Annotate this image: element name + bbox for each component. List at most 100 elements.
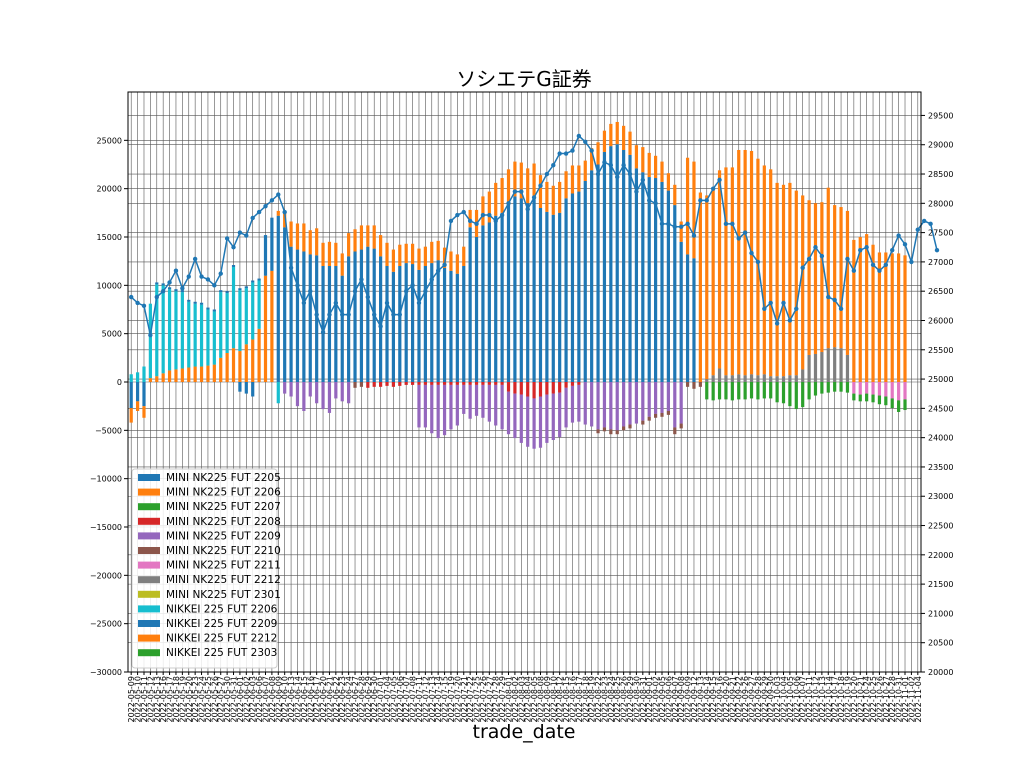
bar-segment <box>583 160 587 181</box>
bar-segment <box>180 368 184 382</box>
bar-segment <box>724 375 728 382</box>
bar-segment <box>577 382 581 385</box>
bar-segment <box>711 375 715 382</box>
bar-segment <box>487 384 491 422</box>
y-tick-label: −30000 <box>90 668 122 677</box>
bar-segment <box>570 385 575 423</box>
x-tick-label: 2022-11-04 <box>914 676 923 723</box>
bar-segment <box>871 382 875 395</box>
x-tick-label: 2022-10-07 <box>799 676 808 723</box>
bar-segment <box>820 202 824 353</box>
x-tick-label: 2022-07-15 <box>441 676 450 723</box>
price-point <box>589 148 594 153</box>
bar-segment <box>193 303 197 367</box>
bar-segment <box>410 264 415 382</box>
legend-swatch <box>138 649 160 657</box>
price-point <box>704 198 709 203</box>
x-tick-label: 2022-08-15 <box>562 676 571 723</box>
bar-segment <box>257 278 261 281</box>
bar-segment <box>513 382 517 394</box>
x-tick-label: 2022-06-07 <box>262 676 271 723</box>
bar-segment <box>187 299 191 302</box>
bar-segment <box>551 214 555 382</box>
bar-segment <box>685 254 690 382</box>
bar-segment <box>551 185 555 215</box>
x-tick-label: 2022-05-10 <box>134 676 143 723</box>
legend-swatch <box>138 590 160 598</box>
x-tick-label: 2022-05-17 <box>166 676 175 723</box>
bar-segment <box>519 394 523 443</box>
price-point <box>544 171 550 177</box>
x-tick-label: 2022-06-27 <box>351 676 360 723</box>
bar-segment <box>737 150 741 375</box>
y2-tick-label: 23500 <box>928 463 953 472</box>
bar-segment <box>622 426 626 431</box>
bar-segment <box>308 230 312 255</box>
price-point <box>538 183 543 188</box>
y2-tick-label: 25500 <box>928 346 953 355</box>
price-point <box>250 215 255 221</box>
bar-segment <box>385 382 389 386</box>
bar-segment <box>820 382 824 394</box>
price-point <box>135 300 140 306</box>
bar-segment <box>590 170 594 382</box>
bar-segment <box>845 210 850 355</box>
price-point <box>340 312 345 317</box>
y2-tick-label: 27500 <box>928 229 953 238</box>
price-point <box>666 221 671 227</box>
bar-segment <box>244 286 248 289</box>
legend-label: MINI NK225 FUT 2205 <box>166 472 281 484</box>
bar-segment <box>519 198 523 382</box>
x-tick-label: 2022-06-23 <box>338 676 347 723</box>
x-tick-label: 2022-09-29 <box>760 676 769 723</box>
bar-segment <box>353 382 357 388</box>
price-point <box>691 233 697 238</box>
x-tick-label: 2022-07-29 <box>498 676 507 723</box>
price-point <box>320 330 326 335</box>
bar-segment <box>666 190 670 382</box>
bar-segment <box>289 246 293 382</box>
bar-segment <box>730 375 734 382</box>
y-tick-label: 25000 <box>97 136 122 145</box>
bar-segment <box>794 382 798 410</box>
x-tick-label: 2022-06-15 <box>300 676 309 723</box>
bar-segment <box>423 382 427 385</box>
bar-segment <box>813 353 818 382</box>
bar-segment <box>564 171 568 199</box>
bar-segment <box>135 382 140 402</box>
legend-swatch <box>138 605 160 613</box>
bar-segment <box>417 384 421 428</box>
y2-tick-label: 29000 <box>928 141 953 150</box>
bar-segment <box>679 221 683 242</box>
bar-segment <box>494 182 498 216</box>
bar-segment <box>826 187 830 349</box>
price-point <box>922 218 927 224</box>
bar-segment <box>506 391 511 435</box>
bar-segment <box>705 379 709 382</box>
bar-segment <box>417 269 421 382</box>
x-tick-label: 2022-07-05 <box>389 676 398 723</box>
price-point <box>512 189 518 194</box>
bar-segment <box>442 382 447 385</box>
price-point <box>186 274 191 279</box>
x-tick-label: 2022-06-17 <box>313 676 322 723</box>
price-point <box>608 163 614 168</box>
x-tick-label: 2022-05-12 <box>146 676 155 723</box>
legend-label: MINI NK225 FUT 2209 <box>166 530 281 542</box>
bar-segment <box>769 376 773 382</box>
price-point <box>851 268 857 273</box>
bar-segment <box>762 165 766 375</box>
bar-segment <box>283 227 287 382</box>
bar-segment <box>833 205 837 348</box>
x-tick-label: 2022-07-04 <box>383 676 392 723</box>
bar-segment <box>347 233 351 257</box>
bar-segment <box>532 199 536 382</box>
bar-segment <box>679 423 683 429</box>
x-tick-label: 2022-10-26 <box>875 676 884 723</box>
bar-segment <box>180 290 184 293</box>
legend-swatch <box>138 634 160 642</box>
bar-segment <box>455 382 459 385</box>
bar-segment <box>666 173 670 191</box>
x-tick-label: 2022-06-08 <box>268 676 277 723</box>
bar-segment <box>506 202 511 382</box>
